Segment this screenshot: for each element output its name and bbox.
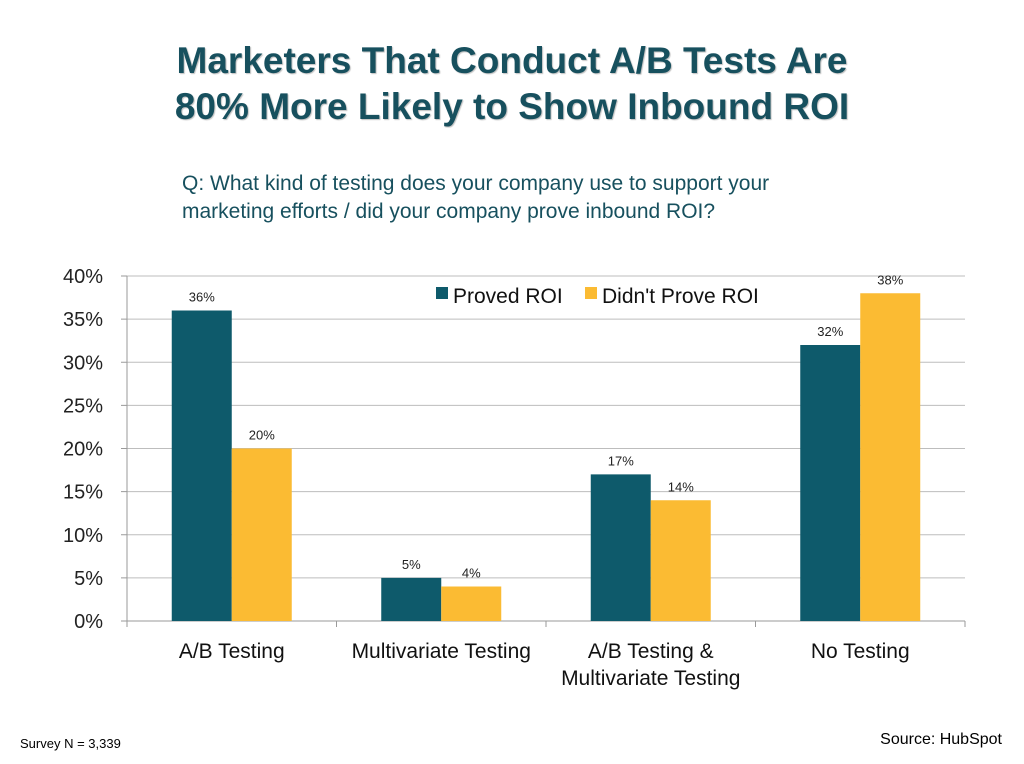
legend-swatch [585, 287, 597, 299]
data-label: 14% [668, 479, 694, 494]
bar [231, 448, 292, 621]
bar-chart: 0% 5% 10% 15% 20% 25% 30% 35% 40% 36% 20% A/B Testi… [63, 266, 966, 690]
bar [381, 577, 442, 621]
bar [441, 586, 502, 621]
legend-label: Didn't Prove ROI [602, 285, 759, 308]
y-tick-label: 30% [63, 352, 103, 374]
survey-question-line-1: Q: What kind of testing does your compan… [182, 172, 770, 195]
data-label: 5% [402, 557, 421, 572]
bar [800, 345, 861, 621]
legend-swatch [436, 287, 448, 299]
x-tick-label: A/B Testing [179, 640, 285, 663]
x-tick-label: Multivariate Testing [561, 667, 740, 690]
source-note: Source: HubSpot [880, 731, 1002, 748]
chart-title-line-2: 80% More Likely to Show Inbound ROI [174, 86, 850, 127]
y-tick-label: 10% [63, 525, 103, 547]
y-tick-label: 15% [63, 482, 103, 504]
data-label: 17% [608, 453, 634, 468]
x-tick-label: Multivariate Testing [352, 640, 531, 663]
y-tick-label: 20% [63, 439, 103, 461]
legend-label: Proved ROI [453, 285, 563, 308]
data-label: 32% [817, 324, 843, 339]
y-tick-label: 40% [63, 266, 103, 288]
y-tick-label: 35% [63, 309, 103, 331]
y-tick-label: 5% [74, 568, 103, 590]
survey-question: Q: What kind of testing does your compan… [182, 170, 862, 226]
y-tick-label: 0% [74, 611, 103, 633]
x-tick-label: A/B Testing & [588, 640, 714, 663]
survey-question-line-2: marketing efforts / did your company pro… [182, 200, 716, 223]
data-label: 38% [877, 272, 903, 287]
survey-count: Survey N = 3,339 [20, 736, 121, 751]
data-label: 36% [189, 290, 215, 305]
chart-title: Marketers That Conduct A/B Tests Are 80%… [0, 38, 1024, 130]
chart-title-line-1: Marketers That Conduct A/B Tests Are [176, 40, 848, 81]
bar [590, 474, 651, 621]
bar [650, 500, 711, 621]
bar [860, 293, 921, 621]
data-label: 20% [249, 428, 275, 443]
bar [171, 310, 232, 621]
data-label: 4% [462, 566, 481, 581]
y-tick-label: 25% [63, 395, 103, 417]
x-tick-label: No Testing [811, 640, 910, 663]
